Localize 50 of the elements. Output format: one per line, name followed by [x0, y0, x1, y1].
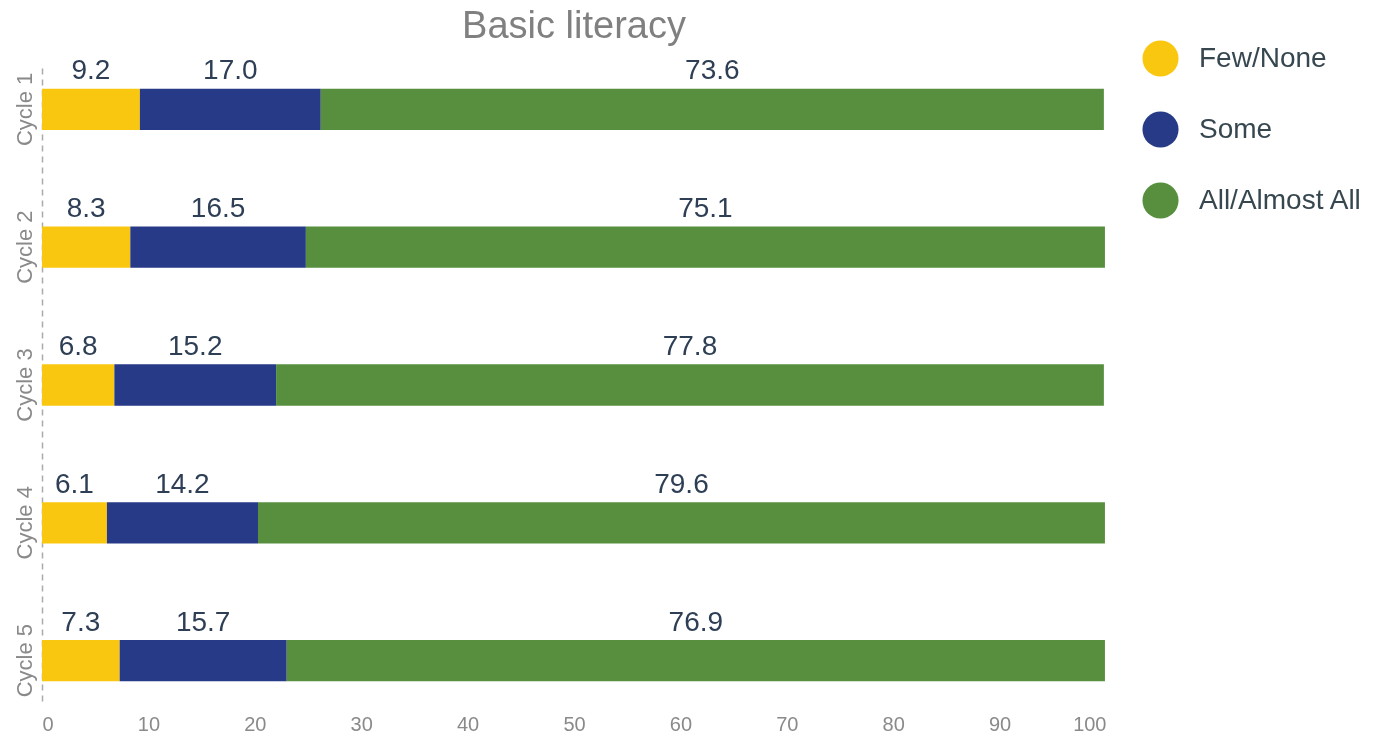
data-label: 8.3 [66, 192, 106, 224]
y-tick-label: Cycle 4 [11, 486, 37, 560]
bar [257, 502, 1105, 544]
chart-title: Basic literacy [462, 4, 686, 46]
bar [286, 639, 1105, 682]
x-tick-label: 80 [882, 712, 905, 735]
x-tick-label: 100 [1073, 712, 1107, 735]
data-label: 6.8 [58, 330, 98, 361]
bar [42, 88, 140, 131]
y-tick-label: Cycle 2 [11, 210, 37, 284]
y-tick-label: Cycle 1 [11, 72, 37, 147]
data-label: 6.1 [54, 467, 94, 499]
data-label: 73.6 [685, 54, 740, 86]
x-tick-label: 0 [42, 712, 54, 735]
data-label: 75.1 [678, 192, 733, 224]
x-tick-label: 40 [456, 712, 480, 735]
bar [139, 88, 321, 131]
data-label: 15.2 [167, 330, 223, 361]
data-label: 15.7 [175, 605, 231, 637]
data-label: 9.2 [71, 54, 111, 86]
data-label: 76.9 [668, 605, 724, 637]
bar [119, 639, 287, 682]
bar [130, 226, 306, 268]
x-tick-label: 10 [137, 712, 161, 735]
data-label: 77.8 [662, 330, 718, 361]
x-tick-label: 90 [988, 712, 1012, 735]
bar [320, 88, 1104, 131]
legend-label: Few/None [1199, 41, 1327, 73]
data-label: 16.5 [190, 192, 246, 224]
bar [106, 502, 258, 544]
bar [42, 502, 107, 544]
bar [114, 364, 277, 406]
legend-label: Some [1199, 112, 1273, 144]
data-label: 79.6 [654, 467, 709, 499]
x-tick-label: 30 [350, 712, 373, 735]
bar [42, 226, 131, 268]
bar [42, 639, 120, 682]
bar [276, 364, 1104, 406]
bar [305, 226, 1105, 268]
x-tick-label: 50 [563, 712, 586, 735]
bar [42, 364, 115, 406]
data-label: 7.3 [61, 605, 101, 637]
data-label: 17.0 [203, 54, 258, 86]
y-tick-label: Cycle 5 [11, 623, 37, 698]
y-tick-label: Cycle 3 [11, 348, 37, 422]
x-tick-label: 20 [244, 712, 267, 735]
legend-label: All/Almost All [1199, 183, 1361, 215]
x-tick-label: 70 [776, 712, 799, 735]
data-label: 14.2 [155, 467, 210, 499]
x-tick-label: 60 [669, 712, 693, 735]
